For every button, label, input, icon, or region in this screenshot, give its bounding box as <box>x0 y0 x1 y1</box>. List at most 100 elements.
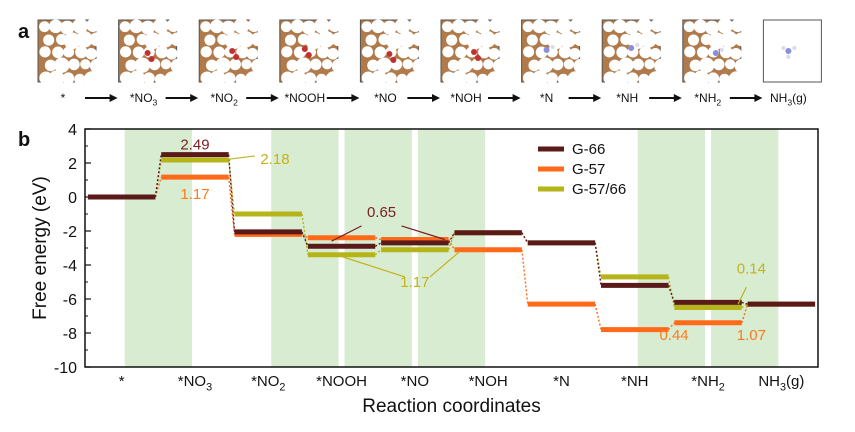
lattice-hole <box>493 59 508 74</box>
arrow-head <box>351 94 359 102</box>
lattice-hole <box>713 59 725 71</box>
panel-b-label: b <box>18 129 30 151</box>
x-tick-label: NH3(g) <box>758 373 804 394</box>
lattice-hole <box>397 74 408 85</box>
arrow-head <box>754 94 762 102</box>
lattice-hole <box>603 21 614 32</box>
y-tick-label: -6 <box>63 292 77 309</box>
adsorbate-atom <box>781 46 785 50</box>
lattice-hole <box>375 47 387 59</box>
lattice-hole <box>731 18 744 31</box>
x-tick-label: *NH <box>621 373 649 390</box>
barrier-annotation: 1.07 <box>737 327 766 344</box>
lattice-hole <box>90 32 104 46</box>
lattice-hole <box>204 34 215 45</box>
lattice-hole <box>654 59 669 74</box>
structure-thumbnail <box>602 18 669 87</box>
lattice-hole <box>200 21 211 32</box>
lattice-hole <box>327 48 339 60</box>
lattice-hole <box>39 21 50 32</box>
structure-frame <box>763 20 821 82</box>
adsorbate-atom <box>471 49 477 55</box>
structure-thumbnail <box>280 18 347 87</box>
lattice-hole <box>155 74 166 85</box>
adsorbate-atom <box>145 50 151 56</box>
adsorbate-atom <box>785 48 791 54</box>
adsorbate-atom <box>544 47 550 53</box>
arrow-head <box>190 94 198 102</box>
lattice-hole <box>385 72 397 84</box>
y-axis-label: Free energy (eV) <box>30 176 51 320</box>
state-label: *NOH <box>450 91 481 105</box>
lattice-hole <box>546 72 558 84</box>
lattice-hole <box>167 18 180 31</box>
structure-thumbnail <box>683 18 750 87</box>
shaded-step <box>125 129 192 367</box>
lattice-hole <box>607 34 618 45</box>
lattice-hole <box>729 71 745 87</box>
y-tick-label: 2 <box>68 156 77 173</box>
lattice-hole <box>730 48 742 60</box>
lattice-hole <box>403 59 413 69</box>
state-label: *NO3 <box>130 91 158 108</box>
lattice-hole <box>361 21 372 32</box>
lattice-hole <box>362 46 373 57</box>
y-tick-label: -4 <box>63 258 77 275</box>
lattice-hole <box>84 71 100 87</box>
lattice-hole <box>719 74 730 85</box>
lattice-hole <box>143 72 155 84</box>
adsorbate-atom <box>475 55 481 61</box>
adsorbate-atom <box>229 48 235 54</box>
lattice-hole <box>52 47 64 59</box>
lattice-hole <box>331 32 345 46</box>
arrow-head <box>674 94 682 102</box>
lattice-hole <box>483 59 493 69</box>
legend-label: G-57 <box>572 161 605 178</box>
structure-thumbnail <box>360 18 427 87</box>
x-tick-label: *NOH <box>469 373 508 390</box>
lattice-hole <box>638 74 649 85</box>
lattice-hole <box>290 70 306 86</box>
lattice-hole <box>644 59 654 69</box>
lattice-hole <box>412 59 427 74</box>
state-label: *NO2 <box>210 91 238 108</box>
barrier-annotation: 1.17 <box>180 186 209 203</box>
lattice-hole <box>124 34 135 45</box>
adsorbate-atom <box>233 54 239 60</box>
lattice-hole <box>326 71 342 87</box>
structure-thumbnail <box>199 18 266 87</box>
lattice-hole <box>654 32 668 46</box>
lattice-hole <box>527 34 538 45</box>
state-label: *NOOH <box>284 91 325 105</box>
adsorbate-atom <box>628 45 634 51</box>
free-energy-chart: 4 2 0 -2 -4 -6 -8 -10 * *NO3 *NO2 *NOOH *NO *NOH *N *NH… <box>30 122 818 417</box>
lattice-hole <box>574 59 589 74</box>
lattice-hole <box>322 59 332 69</box>
lattice-hole <box>493 32 507 46</box>
lattice-hole <box>734 32 748 46</box>
lattice-hole <box>68 59 80 71</box>
lattice-hole <box>567 71 583 87</box>
lattice-hole <box>120 46 131 57</box>
barrier-annotation: 2.18 <box>260 151 289 168</box>
arrow-head <box>432 94 440 102</box>
lattice-hole <box>43 34 54 45</box>
x-tick-label: *NO <box>401 373 429 390</box>
adsorbate-atom <box>792 46 796 50</box>
lattice-hole <box>627 72 639 84</box>
legend-label: G-66 <box>572 141 605 158</box>
y-tick-label: 0 <box>68 190 77 207</box>
structure-thumbnail <box>522 18 589 87</box>
lattice-hole <box>446 34 457 45</box>
lattice-hole <box>241 59 251 69</box>
lattice-hole <box>632 59 644 71</box>
adsorbate-atom <box>720 48 724 52</box>
lattice-hole <box>247 48 259 60</box>
lattice-hole <box>332 59 347 74</box>
arrow-head <box>513 94 521 102</box>
lattice-hole <box>235 74 246 85</box>
adsorbate-atom <box>306 52 312 58</box>
y-tick-label: -8 <box>63 326 77 343</box>
barrier-annotation: 0.14 <box>737 261 766 278</box>
